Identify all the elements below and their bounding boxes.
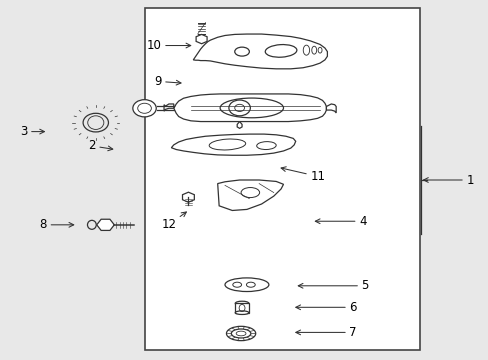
Polygon shape xyxy=(163,104,173,111)
Text: 7: 7 xyxy=(295,326,356,339)
Polygon shape xyxy=(193,34,327,69)
Text: 2: 2 xyxy=(88,139,113,152)
Polygon shape xyxy=(217,180,283,211)
Text: 5: 5 xyxy=(298,279,368,292)
Polygon shape xyxy=(196,35,206,44)
Ellipse shape xyxy=(231,329,250,338)
Text: 10: 10 xyxy=(146,39,190,52)
Text: 3: 3 xyxy=(20,125,44,138)
Polygon shape xyxy=(326,104,335,113)
FancyBboxPatch shape xyxy=(235,303,248,313)
Ellipse shape xyxy=(83,113,108,132)
Text: 11: 11 xyxy=(281,167,325,183)
Text: 6: 6 xyxy=(295,301,356,314)
Text: 9: 9 xyxy=(154,75,181,88)
Circle shape xyxy=(228,100,250,116)
Ellipse shape xyxy=(226,326,255,341)
Polygon shape xyxy=(171,134,295,155)
Text: 12: 12 xyxy=(161,212,186,231)
FancyBboxPatch shape xyxy=(144,8,419,350)
Ellipse shape xyxy=(133,100,156,117)
Ellipse shape xyxy=(235,311,248,315)
Ellipse shape xyxy=(220,98,283,118)
Text: 1: 1 xyxy=(423,174,473,186)
Polygon shape xyxy=(237,122,242,129)
Text: 4: 4 xyxy=(315,215,366,228)
Ellipse shape xyxy=(224,278,268,292)
Text: 8: 8 xyxy=(40,218,74,231)
Ellipse shape xyxy=(235,301,248,306)
Ellipse shape xyxy=(87,220,96,229)
Polygon shape xyxy=(173,94,326,122)
